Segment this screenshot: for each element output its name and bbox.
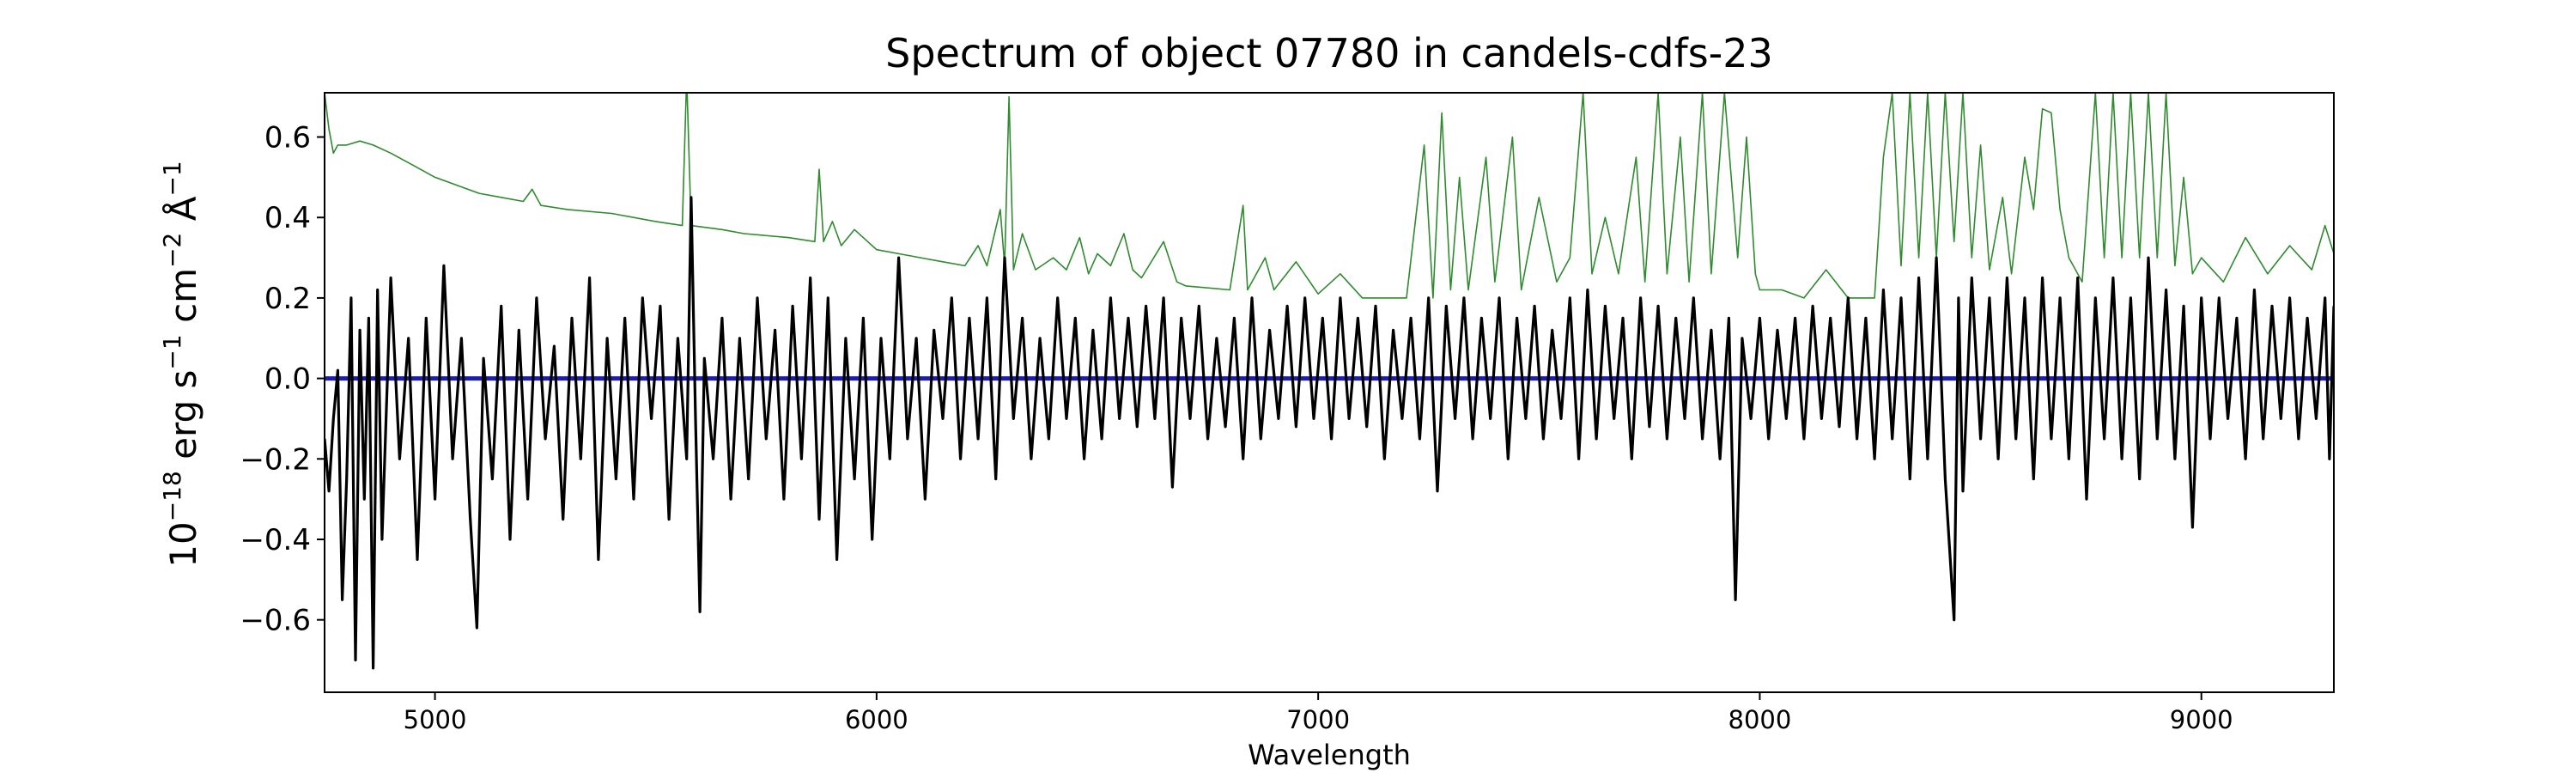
y-axis-label-cm-exp: −2 xyxy=(158,233,186,268)
plot-frame xyxy=(324,92,2335,693)
y-axis-label-s-exp: −1 xyxy=(158,334,186,369)
y-axis-label-angstrom-exp: −1 xyxy=(158,161,186,196)
axes: 5000 6000 7000 8000 9000 −0.6 −0.4 −0.2 0.0 0.2 0.… xyxy=(240,92,2335,734)
y-tick-label: 0.4 xyxy=(264,201,311,235)
series-noise-line xyxy=(325,93,2334,299)
y-tick-label: 0.0 xyxy=(264,362,311,397)
y-axis-label-unit-erg-s: erg s xyxy=(162,370,204,472)
series-flux-line xyxy=(325,196,2334,670)
plot-clip-group xyxy=(325,93,2334,670)
chart-title: Spectrum of object 07780 in candels-cdfs… xyxy=(885,30,1773,76)
y-tick-label: −0.2 xyxy=(240,442,311,477)
y-tick-label: −0.6 xyxy=(240,604,311,638)
x-tick-label: 5000 xyxy=(404,705,467,734)
y-axis-label-base: 10 xyxy=(162,521,204,567)
y-axis-label: 10−18 erg s−1 cm−2 Å−1 xyxy=(158,161,204,567)
y-tick-label: 0.6 xyxy=(264,121,311,155)
y-tick-label: 0.2 xyxy=(264,282,311,316)
y-tick-label: −0.4 xyxy=(240,523,311,557)
plot-area xyxy=(325,93,2334,670)
x-tick-label: 7000 xyxy=(1286,705,1350,734)
y-axis-label-unit-angstrom: Å xyxy=(161,196,204,232)
x-tick-label: 9000 xyxy=(2170,705,2233,734)
x-tick-label: 8000 xyxy=(1728,705,1792,734)
x-tick-label: 6000 xyxy=(845,705,908,734)
y-axis-label-unit-cm: cm xyxy=(162,268,204,334)
y-axis-label-exp: −18 xyxy=(158,471,186,521)
x-axis-label: Wavelength xyxy=(1248,739,1411,771)
